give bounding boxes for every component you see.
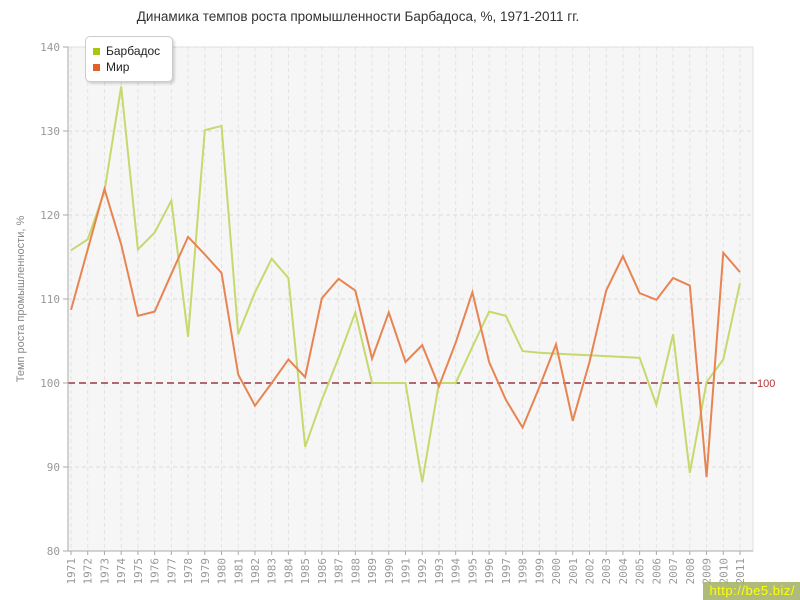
x-tick-label: 1990 xyxy=(383,558,396,585)
x-tick-label: 1975 xyxy=(132,558,145,585)
series-line-barbados xyxy=(70,86,741,483)
x-tick-label: 1997 xyxy=(500,558,513,585)
x-tick-label: 2011 xyxy=(734,558,747,585)
x-tick-label: 1999 xyxy=(533,558,546,585)
y-tick-label: 80 xyxy=(47,545,60,558)
chart-legend: Барбадос Мир xyxy=(85,36,174,82)
y-tick-label: 130 xyxy=(40,125,60,138)
legend-item-mir[interactable]: Мир xyxy=(93,60,160,74)
x-tick-label: 2005 xyxy=(634,558,647,585)
x-tick-label: 1976 xyxy=(149,558,162,585)
x-tick-label: 1973 xyxy=(98,558,111,585)
x-tick-label: 1984 xyxy=(282,558,295,585)
x-tick-label: 2006 xyxy=(650,558,663,585)
x-tick-label: 2008 xyxy=(684,558,697,585)
x-tick-label: 1985 xyxy=(299,558,312,585)
x-tick-label: 1998 xyxy=(517,558,530,585)
x-tick-label: 1977 xyxy=(165,558,178,585)
y-tick-label: 140 xyxy=(40,41,60,54)
x-tick-label: 1979 xyxy=(199,558,212,585)
y-tick-label: 120 xyxy=(40,209,60,222)
x-tick-label: 1971 xyxy=(65,558,78,585)
x-tick-label: 1986 xyxy=(316,558,329,585)
chart-title: Динамика темпов роста промышленности Бар… xyxy=(136,9,580,24)
x-tick-label: 2010 xyxy=(717,558,730,585)
y-tick-label: 90 xyxy=(47,461,60,474)
x-tick-label: 1983 xyxy=(266,558,279,585)
x-tick-label: 2003 xyxy=(600,558,613,585)
x-tick-label: 2009 xyxy=(701,558,714,585)
x-tick-label: 1981 xyxy=(232,558,245,585)
x-tick-label: 1992 xyxy=(416,558,429,585)
legend-label-barbados: Барбадос xyxy=(106,44,161,58)
x-tick-label: 2007 xyxy=(667,558,680,585)
x-tick-label: 2001 xyxy=(567,558,580,585)
legend-item-barbados[interactable]: Барбадос xyxy=(93,44,160,58)
y-tick-label: 100 xyxy=(40,377,60,390)
x-tick-label: 1980 xyxy=(216,558,229,585)
y-tick-label: 110 xyxy=(40,293,60,306)
x-tick-label: 1978 xyxy=(182,558,195,585)
series-line-mir xyxy=(70,185,741,478)
x-tick-label: 2000 xyxy=(550,558,563,585)
x-tick-label: 1995 xyxy=(466,558,479,585)
x-tick-label: 1994 xyxy=(450,558,463,585)
x-tick-label: 2002 xyxy=(583,558,596,585)
x-tick-label: 1982 xyxy=(249,558,262,585)
x-tick-label: 1991 xyxy=(400,558,413,585)
x-tick-label: 1996 xyxy=(483,558,496,585)
x-tick-label: 1972 xyxy=(82,558,95,585)
x-tick-label: 1993 xyxy=(433,558,446,585)
y-axis-title: Темп роста промышленности, % xyxy=(15,216,27,383)
mir-series-marker xyxy=(93,63,100,71)
x-tick-label: 1989 xyxy=(366,558,379,585)
x-tick-label: 1987 xyxy=(333,558,346,585)
x-tick-label: 1974 xyxy=(115,558,128,585)
barbados-series-marker xyxy=(93,47,100,55)
legend-label-mir: Мир xyxy=(106,60,130,74)
x-tick-label: 1988 xyxy=(349,558,362,585)
x-tick-label: 2004 xyxy=(617,558,630,585)
watermark-link[interactable]: http://be5.biz/ xyxy=(703,582,800,600)
ref-line-label: 100 xyxy=(757,378,775,390)
